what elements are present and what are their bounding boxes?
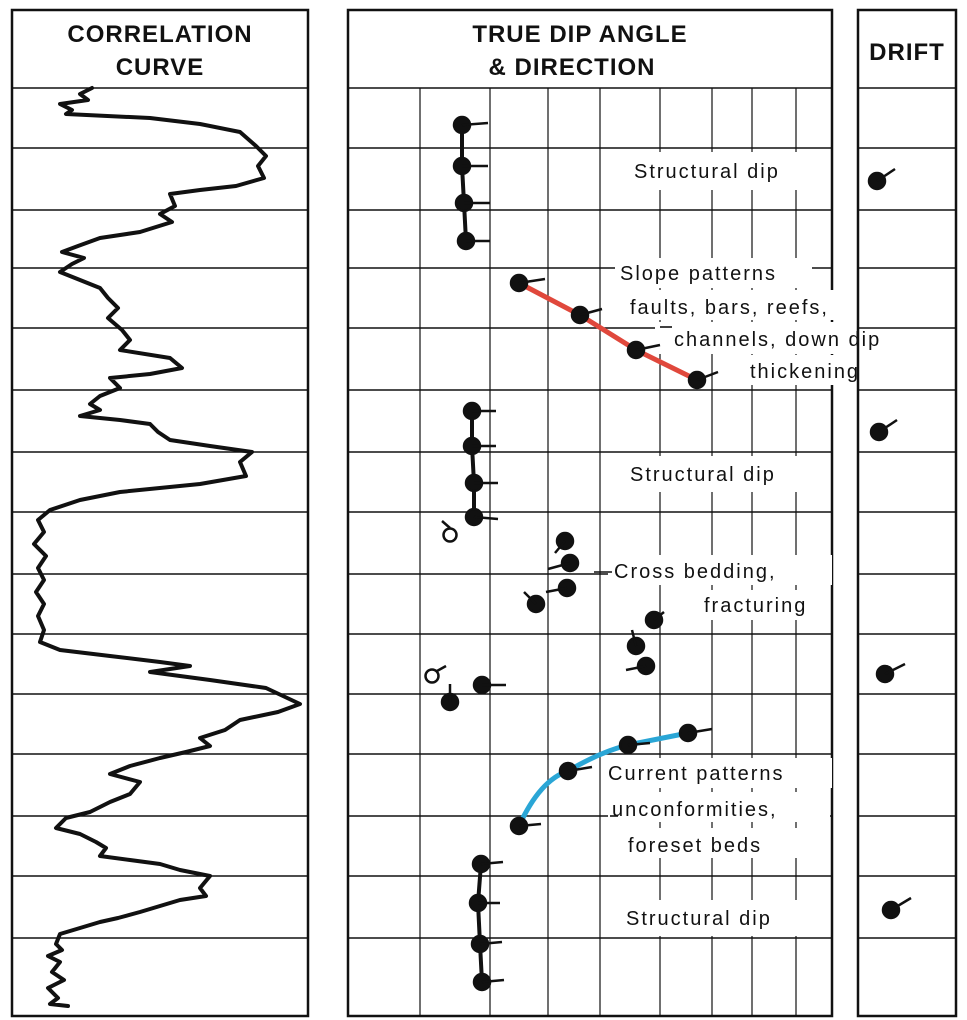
dip-tadpole	[452, 156, 488, 176]
correlation-title-line1: CORRELATION	[67, 21, 252, 48]
annotation-backgrounds	[604, 152, 935, 936]
dip-tadpole	[626, 340, 661, 360]
annotation-slope-line4: thickening	[750, 361, 860, 383]
annotation-slope-line2: faults, bars, reefs,	[630, 297, 829, 319]
dip-tadpole	[547, 553, 580, 573]
drift-tadpoles	[867, 167, 912, 920]
slope-pattern-line	[517, 280, 699, 383]
drift-tadpole	[867, 167, 896, 191]
dip-tadpole	[687, 370, 719, 390]
dip-tadpole	[678, 723, 713, 743]
dip-tadpole	[456, 231, 490, 251]
dip-tadpole	[464, 507, 499, 527]
dip-tadpole	[464, 473, 498, 493]
dip-tadpole	[644, 610, 665, 630]
dip-tadpole	[472, 675, 506, 695]
dip-tadpole-open	[441, 520, 458, 543]
drift-column-border	[856, 8, 958, 1018]
tadpoles-structural-dip-1	[452, 115, 490, 251]
dip-title-line2: & DIRECTION	[489, 54, 656, 81]
correlation-depth-gridlines	[12, 87, 308, 939]
dip-tadpole	[468, 893, 500, 913]
drift-tadpole	[881, 896, 912, 920]
drift-depth-gridlines	[858, 87, 956, 939]
correlation-curve	[32, 86, 302, 1008]
dip-tadpole-open	[424, 664, 447, 684]
dip-tadpole	[452, 115, 489, 135]
annotation-current-line3: foreset beds	[628, 835, 762, 857]
dip-tadpole	[471, 854, 504, 874]
dip-tadpole	[570, 305, 603, 325]
annotation-current-line1: Current patterns	[608, 763, 785, 785]
annotation-current-line2: unconformities,	[612, 799, 778, 821]
dip-tadpole	[558, 761, 593, 781]
dip-tadpole	[626, 629, 646, 656]
dip-tadpole	[625, 656, 656, 676]
dip-column-border	[346, 8, 834, 1018]
tadpoles-current	[509, 723, 713, 836]
dip-tadpole	[462, 401, 496, 421]
dip-tadpole	[523, 591, 546, 614]
annotation-slope-line1: Slope patterns	[620, 263, 777, 285]
dip-tadpole	[545, 578, 577, 598]
tadpoles-structural-dip-2	[462, 401, 499, 527]
tadpoles-slope	[509, 273, 719, 390]
tadpoles-cross-bedding	[424, 520, 665, 712]
drift-tadpole	[869, 418, 898, 442]
annotation-structural-dip-3: Structural dip	[626, 908, 772, 930]
structural-dip-lines	[460, 125, 484, 983]
tadpoles-structural-dip-3	[468, 854, 505, 992]
drift-tadpole	[875, 662, 906, 684]
drift-title: DRIFT	[869, 39, 945, 66]
dip-angle-gridlines	[419, 88, 797, 1016]
dip-tadpole	[472, 972, 505, 992]
dip-tadpole	[470, 934, 503, 954]
annotation-leader-lines	[594, 267, 830, 817]
correlation-column-border	[10, 8, 310, 1018]
dip-column: TRUE DIP ANGLE & DIRECTION	[346, 8, 935, 1018]
correlation-title-line2: CURVE	[116, 54, 205, 81]
annotation-cross-bedding-line2: fracturing	[704, 595, 807, 617]
dip-tadpole	[509, 816, 542, 836]
dip-tadpole	[554, 531, 575, 554]
correlation-column: CORRELATION CURVE	[10, 8, 310, 1018]
annotation-structural-dip-1: Structural dip	[634, 161, 780, 183]
annotation-slope-line3: channels, down dip	[674, 329, 881, 351]
dip-title-line1: TRUE DIP ANGLE	[472, 21, 687, 48]
dip-tadpole	[440, 684, 460, 712]
dip-tadpole	[618, 735, 651, 755]
annotation-cross-bedding-line1: Cross bedding,	[614, 561, 777, 583]
dip-tadpole	[454, 193, 490, 213]
drift-column: DRIFT	[856, 8, 958, 1018]
dip-tadpole	[462, 436, 496, 456]
dip-tadpole	[509, 273, 546, 293]
annotation-structural-dip-2: Structural dip	[630, 464, 776, 486]
